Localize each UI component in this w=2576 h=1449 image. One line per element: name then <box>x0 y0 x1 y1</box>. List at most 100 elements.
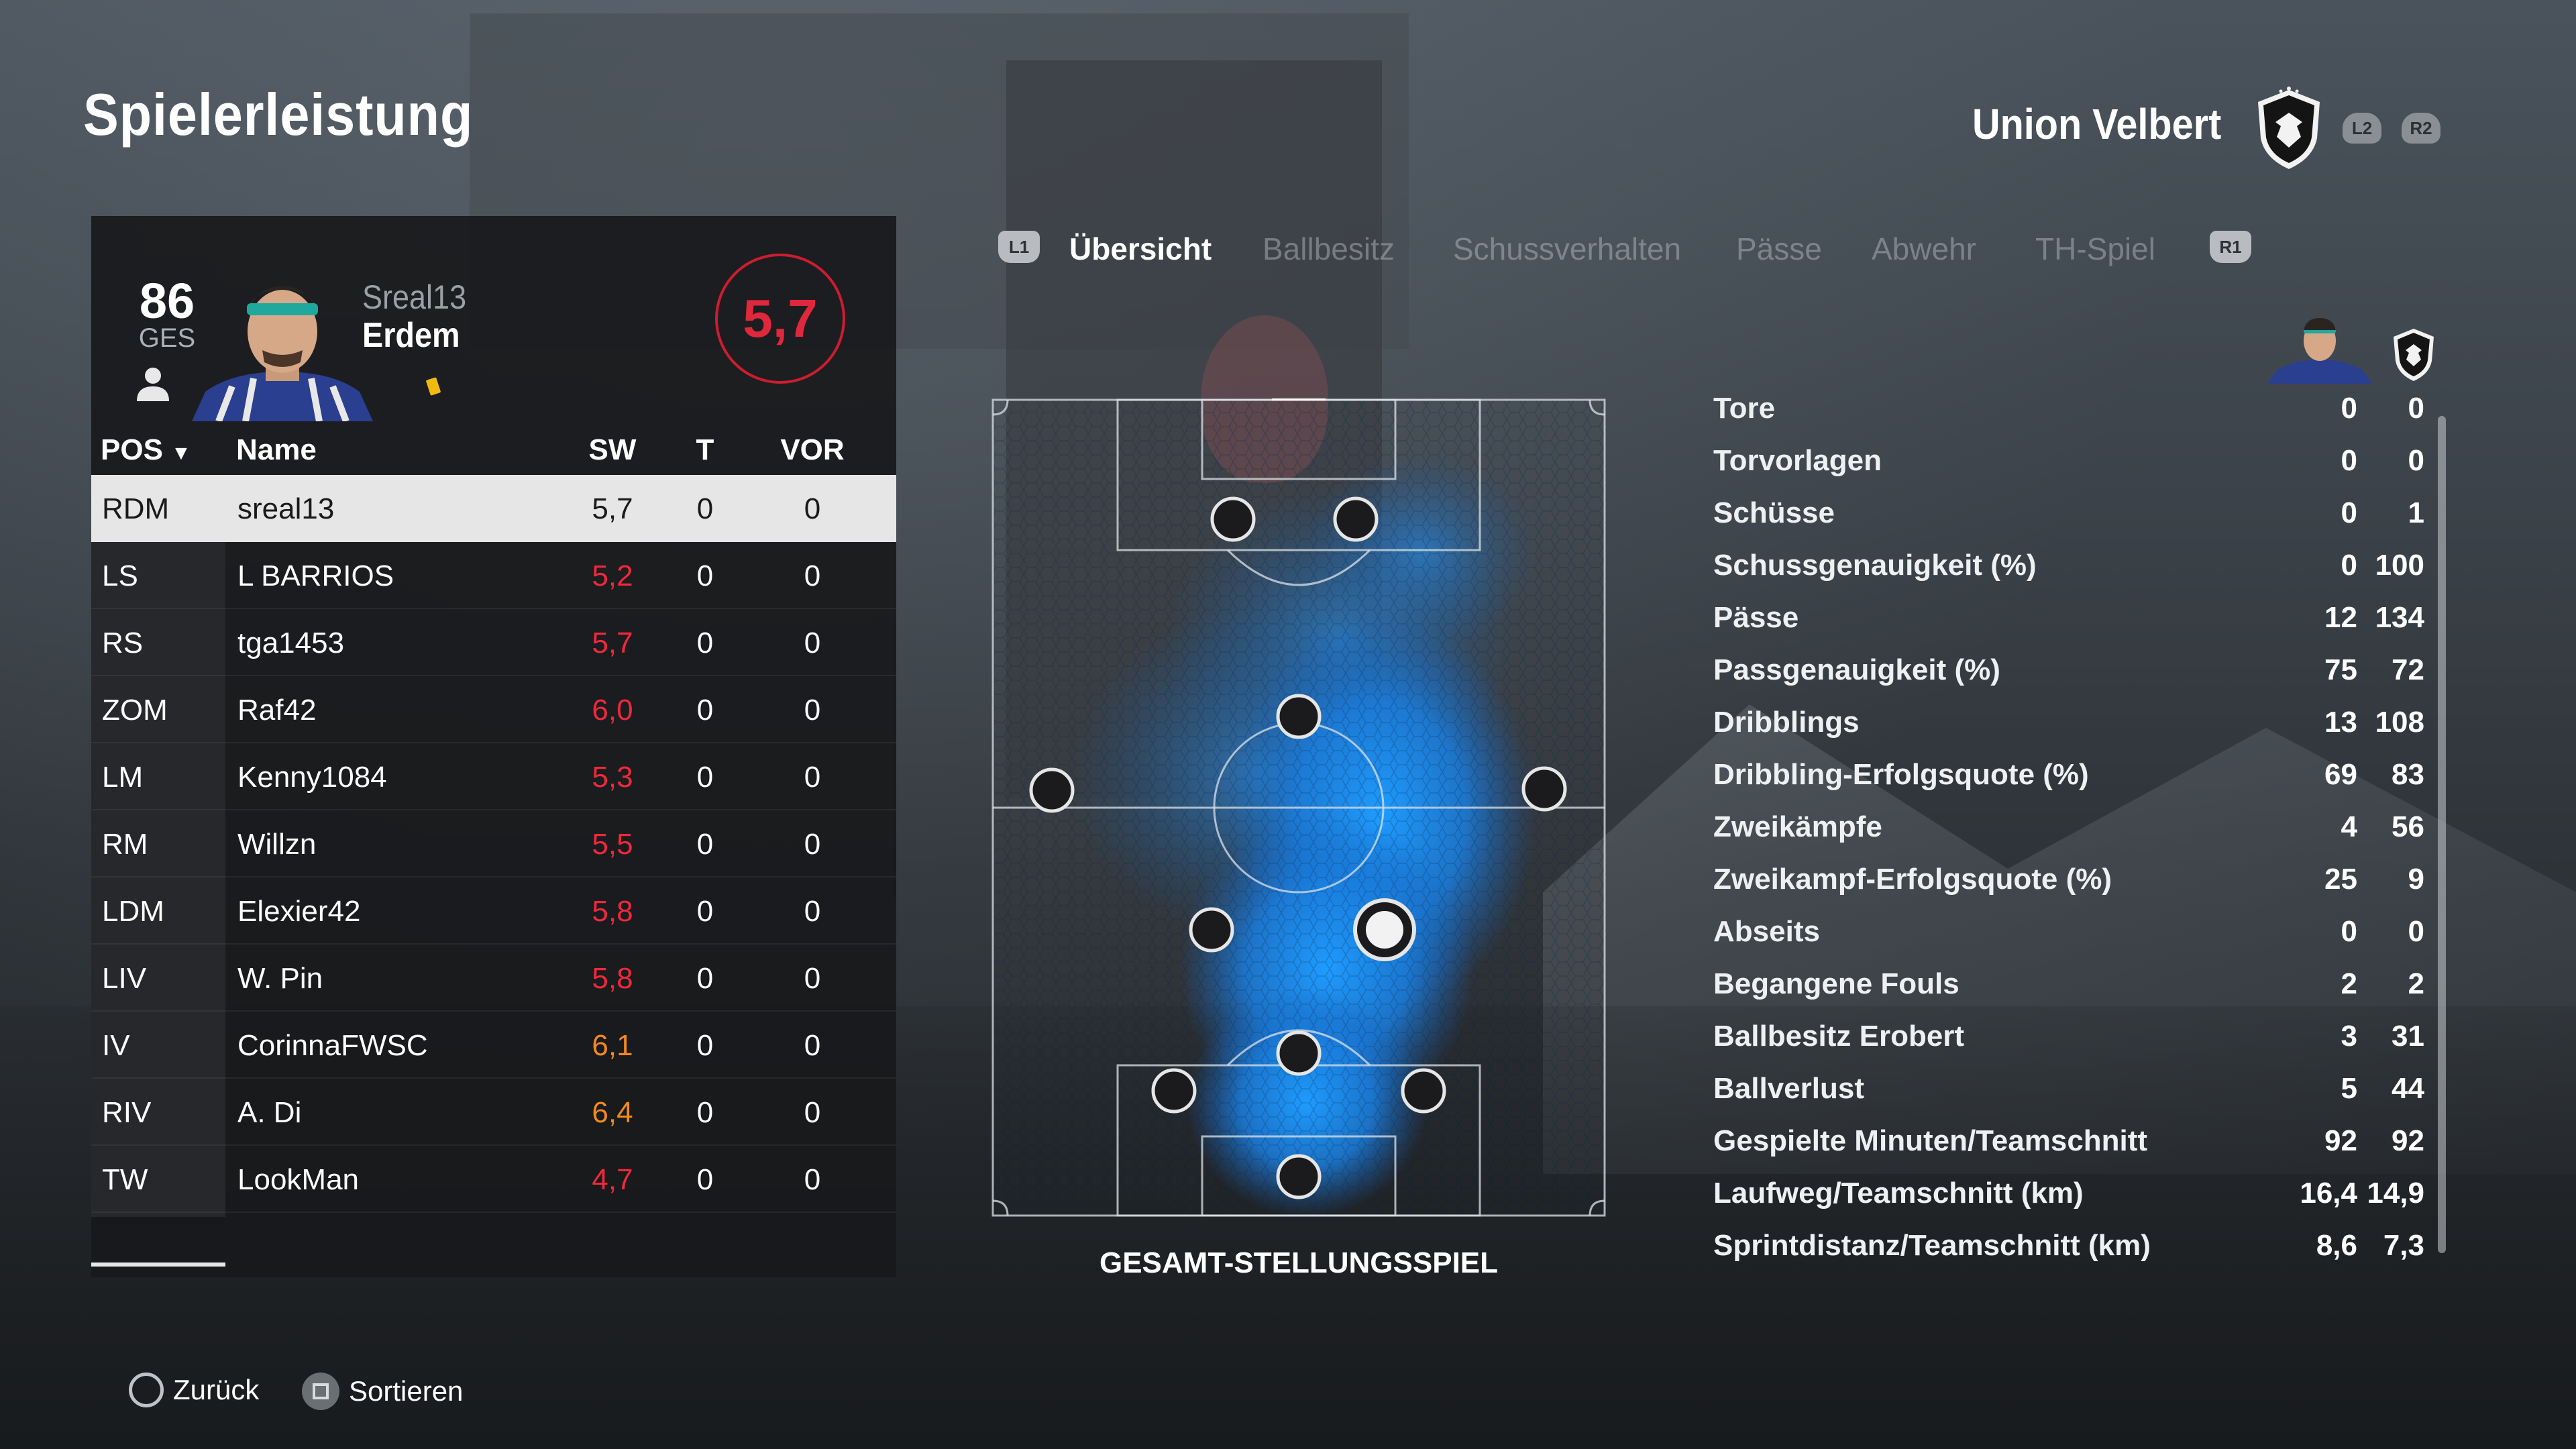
table-row[interactable]: LDM Elexier42 5,8 0 0 <box>91 877 896 945</box>
overall-rating: 86 GES <box>123 276 211 352</box>
header-pos[interactable]: POS ▼ <box>101 433 191 467</box>
row-goals: 0 <box>696 895 714 928</box>
stat-row: Gespielte Minuten/Teamschnitt 92 92 <box>1713 1118 2424 1170</box>
page-title: Spielerleistung <box>83 81 474 148</box>
tab-paesse[interactable]: Pässe <box>1736 231 1822 266</box>
stat-team-value: 14,9 <box>2367 1177 2424 1210</box>
row-name: CorinnaFWSC <box>237 1029 428 1062</box>
stat-label: Pässe <box>1713 601 1799 634</box>
table-row[interactable]: ZOM Raf42 6,0 0 0 <box>91 676 896 743</box>
stat-player-value: 69 <box>2324 758 2357 791</box>
stat-label: Zweikämpfe <box>1713 810 1882 843</box>
stat-team-value: 1 <box>2408 496 2424 529</box>
player-list: RDM sreal13 5,7 0 0 LS L BARRIOS 5,2 0 0… <box>91 475 896 1213</box>
position-heatmap <box>991 398 1606 1217</box>
stat-team-value: 7,3 <box>2383 1229 2424 1262</box>
table-row[interactable]: LS L BARRIOS 5,2 0 0 <box>91 542 896 609</box>
table-row[interactable]: IV CorinnaFWSC 6,1 0 0 <box>91 1012 896 1079</box>
stat-row: Schussgenauigkeit (%) 0 100 <box>1713 542 2424 594</box>
row-pos: TW <box>102 1163 148 1196</box>
selected-player-dot <box>1366 911 1403 949</box>
stat-label: Zweikampf-Erfolgsquote (%) <box>1713 863 2112 896</box>
table-row[interactable]: TW LookMan 4,7 0 0 <box>91 1146 896 1213</box>
stat-team-value: 72 <box>2392 653 2424 686</box>
row-name: Kenny1084 <box>237 761 387 794</box>
l1-button[interactable]: L1 <box>998 231 1040 263</box>
row-pos: LM <box>102 761 144 794</box>
stat-player-value: 92 <box>2324 1124 2357 1157</box>
sort-button[interactable]: Sortieren <box>302 1373 463 1410</box>
circle-button-icon <box>129 1373 164 1407</box>
sort-arrow-icon: ▼ <box>171 442 191 464</box>
row-rating: 5,5 <box>592 828 633 861</box>
stat-player-value: 0 <box>2341 444 2357 477</box>
row-assists: 0 <box>804 627 821 659</box>
teammate-marker <box>1276 694 1322 739</box>
back-label: Zurück <box>173 1374 260 1405</box>
row-name: sreal13 <box>237 492 335 525</box>
stat-player-value: 5 <box>2341 1072 2357 1105</box>
stat-team-value: 0 <box>2408 444 2424 477</box>
tab-th-spiel[interactable]: TH-Spiel <box>2035 231 2155 266</box>
stat-team-value: 31 <box>2392 1020 2424 1053</box>
row-rating: 5,8 <box>592 895 633 928</box>
teammate-marker <box>1521 766 1567 812</box>
tab-schussverhalten[interactable]: Schussverhalten <box>1453 231 1682 266</box>
stat-row: Torvorlagen 0 0 <box>1713 437 2424 490</box>
stat-player-value: 0 <box>2341 549 2357 582</box>
stat-label: Schussgenauigkeit (%) <box>1713 549 2037 582</box>
header-name: Name <box>236 433 317 466</box>
row-goals: 0 <box>696 761 714 794</box>
row-assists: 0 <box>804 895 821 928</box>
stat-team-value: 0 <box>2408 915 2424 948</box>
row-goals: 0 <box>696 1163 714 1196</box>
table-row[interactable]: RIV A. Di 6,4 0 0 <box>91 1079 896 1146</box>
table-row[interactable]: RDM sreal13 5,7 0 0 <box>91 475 896 542</box>
row-goals: 0 <box>696 962 714 995</box>
table-row[interactable]: LIV W. Pin 5,8 0 0 <box>91 945 896 1012</box>
tab-ballbesitz[interactable]: Ballbesitz <box>1263 231 1395 266</box>
r1-button[interactable]: R1 <box>2210 231 2251 263</box>
stat-label: Ballverlust <box>1713 1072 1864 1105</box>
stat-player-value: 16,4 <box>2300 1177 2357 1210</box>
stat-team-value: 2 <box>2408 967 2424 1000</box>
stat-player-value: 8,6 <box>2316 1229 2357 1262</box>
stat-label: Gespielte Minuten/Teamschnitt <box>1713 1124 2148 1157</box>
table-row[interactable]: RS tga1453 5,7 0 0 <box>91 609 896 676</box>
tab-abwehr[interactable]: Abwehr <box>1872 231 1976 266</box>
back-button[interactable]: Zurück <box>129 1373 259 1407</box>
stats-scrollbar[interactable] <box>2438 416 2446 1253</box>
r2-button[interactable]: R2 <box>2402 113 2440 144</box>
row-rating: 6,1 <box>592 1029 633 1062</box>
teammate-marker <box>1189 907 1234 953</box>
row-rating: 6,0 <box>592 694 633 727</box>
stats-list: Tore 0 0 Torvorlagen 0 0 Schüsse 0 1 Schussgen… <box>1713 385 2424 1275</box>
l2-button[interactable]: L2 <box>2343 113 2381 144</box>
stat-row: Pässe 12 134 <box>1713 594 2424 647</box>
stat-row: Schüsse 0 1 <box>1713 490 2424 542</box>
row-assists: 0 <box>804 559 821 592</box>
stat-player-value: 0 <box>2341 392 2357 425</box>
stat-team-value: 0 <box>2408 392 2424 425</box>
goalkeeper-marker <box>1276 1154 1322 1199</box>
stat-label: Passgenauigkeit (%) <box>1713 653 2000 686</box>
stat-row: Dribblings 13 108 <box>1713 699 2424 751</box>
stat-player-value: 75 <box>2324 653 2357 686</box>
row-name: W. Pin <box>237 962 323 995</box>
table-row[interactable]: RM Willzn 5,5 0 0 <box>91 810 896 877</box>
row-name: tga1453 <box>237 627 345 659</box>
teammate-marker <box>1333 496 1379 542</box>
teammate-marker <box>1401 1068 1446 1114</box>
table-row[interactable]: LM Kenny1084 5,3 0 0 <box>91 743 896 810</box>
tab-uebersicht[interactable]: Übersicht <box>1069 231 1212 266</box>
table-header: POS ▼ Name SW T VOR <box>91 421 896 475</box>
stat-team-value: 92 <box>2392 1124 2424 1157</box>
stat-team-value: 56 <box>2392 810 2424 843</box>
stat-row: Ballverlust 5 44 <box>1713 1065 2424 1118</box>
team-crest-icon <box>2258 87 2320 169</box>
player-markers <box>1029 496 1567 1199</box>
teammate-marker <box>1151 1068 1197 1114</box>
stat-player-value: 25 <box>2324 863 2357 896</box>
stat-row: Abseits 0 0 <box>1713 908 2424 961</box>
row-assists: 0 <box>804 694 821 727</box>
